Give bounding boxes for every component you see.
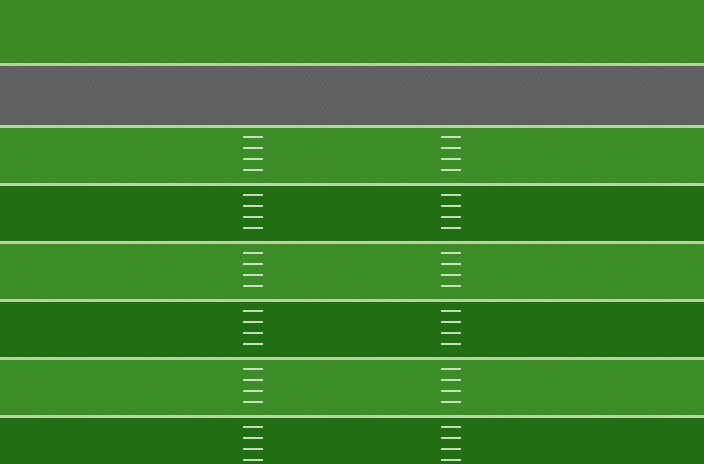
hash-mark: [243, 310, 263, 312]
hash-mark: [441, 169, 461, 171]
hash-mark: [441, 227, 461, 229]
hash-mark-group: [441, 186, 461, 241]
hash-mark: [243, 263, 263, 265]
hash-mark: [441, 368, 461, 370]
hash-mark-group: [441, 360, 461, 415]
hash-mark-group: [243, 128, 263, 183]
grass-stripe-light: [0, 360, 704, 415]
hash-mark: [243, 459, 263, 461]
hash-mark-group: [243, 418, 263, 464]
hash-mark: [243, 216, 263, 218]
hash-mark: [441, 147, 461, 149]
grass-stripe-dark: [0, 186, 704, 241]
hash-mark: [441, 401, 461, 403]
hash-mark: [243, 285, 263, 287]
hash-mark: [243, 437, 263, 439]
hash-mark-group: [243, 360, 263, 415]
grass-stripe-light: [0, 244, 704, 299]
hash-mark-group: [243, 302, 263, 357]
hash-mark: [441, 263, 461, 265]
hash-mark: [441, 390, 461, 392]
hash-mark: [243, 343, 263, 345]
hash-mark-group: [441, 302, 461, 357]
hash-mark: [441, 343, 461, 345]
hash-mark: [441, 379, 461, 381]
yard-line: [0, 299, 704, 302]
asphalt-track: [0, 66, 704, 125]
hash-mark-group: [243, 244, 263, 299]
hash-mark-group: [441, 128, 461, 183]
hash-mark: [243, 332, 263, 334]
hash-mark: [441, 274, 461, 276]
boundary-line-bottom: [0, 125, 704, 128]
hash-mark: [441, 310, 461, 312]
hash-mark: [243, 368, 263, 370]
hash-mark: [441, 437, 461, 439]
hash-mark: [441, 252, 461, 254]
top-grass-band: [0, 0, 704, 63]
hash-mark: [243, 158, 263, 160]
hash-mark: [243, 169, 263, 171]
hash-mark: [243, 227, 263, 229]
yard-line: [0, 183, 704, 186]
boundary-line-top: [0, 63, 704, 66]
hash-mark: [243, 379, 263, 381]
hash-mark: [441, 136, 461, 138]
hash-mark: [441, 459, 461, 461]
yard-line: [0, 415, 704, 418]
hash-mark: [441, 158, 461, 160]
hash-mark: [441, 216, 461, 218]
hash-mark-group: [441, 244, 461, 299]
hash-mark: [243, 401, 263, 403]
hash-mark: [243, 448, 263, 450]
hash-mark: [243, 194, 263, 196]
hash-mark: [441, 194, 461, 196]
hash-mark: [441, 205, 461, 207]
yard-line: [0, 357, 704, 360]
hash-mark: [441, 448, 461, 450]
hash-mark: [243, 274, 263, 276]
hash-mark: [243, 147, 263, 149]
hash-mark: [243, 426, 263, 428]
hash-mark: [441, 321, 461, 323]
grass-stripe-dark: [0, 418, 704, 464]
grass-stripe-light: [0, 128, 704, 183]
hash-mark: [243, 321, 263, 323]
hash-mark: [243, 136, 263, 138]
hash-mark: [441, 285, 461, 287]
hash-mark: [441, 426, 461, 428]
hash-mark-group: [441, 418, 461, 464]
hash-mark-group: [243, 186, 263, 241]
hash-mark: [243, 205, 263, 207]
grass-stripe-dark: [0, 302, 704, 357]
yard-line: [0, 241, 704, 244]
hash-mark: [243, 252, 263, 254]
hash-mark: [441, 332, 461, 334]
hash-mark: [243, 390, 263, 392]
